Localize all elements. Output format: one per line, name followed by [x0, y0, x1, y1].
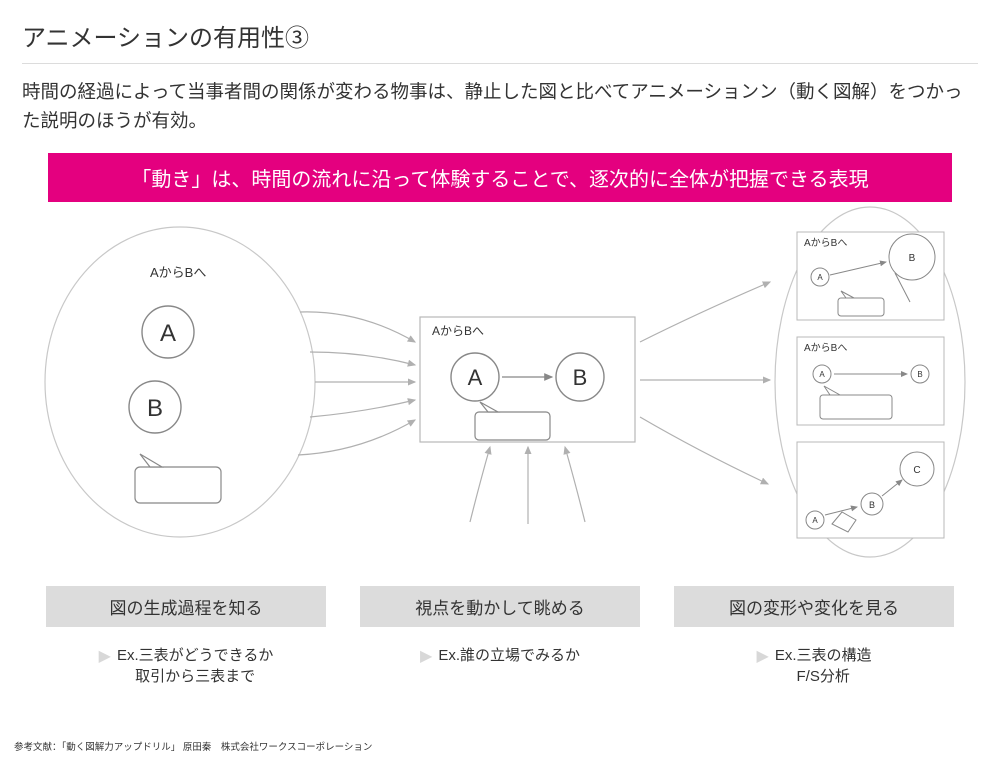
svg-text:B: B	[147, 395, 163, 422]
arrow-icon: ▶	[420, 646, 432, 668]
diagram-area: AからBへ A B AからBへ A B AからBへ A B	[0, 202, 1000, 582]
svg-text:C: C	[913, 465, 920, 476]
column-2: 視点を動かして眺める ▶ Ex.誰の立場でみるか	[360, 586, 640, 687]
column-3-example: ▶ Ex.三表の構造F/S分析	[674, 645, 954, 687]
highlight-banner: 「動き」は、時間の流れに沿って体験することで、逐次的に全体が把握できる表現	[48, 153, 952, 202]
arrow-icon: ▶	[99, 646, 111, 668]
column-2-example: ▶ Ex.誰の立場でみるか	[360, 645, 640, 668]
reference-note: 参考文献：「動く図解力アップドリル」 原田秦 株式会社ワークスコーポレーション	[14, 739, 372, 753]
svg-text:A: A	[160, 320, 176, 347]
svg-text:A: A	[817, 273, 823, 282]
svg-text:B: B	[909, 253, 916, 264]
page-title: アニメーションの有用性③	[0, 0, 1000, 63]
thumb-3: A B C	[797, 442, 944, 538]
column-3: 図の変形や変化を見る ▶ Ex.三表の構造F/S分析	[674, 586, 954, 687]
svg-text:B: B	[573, 365, 588, 390]
thumb-2: AからBへ A B	[797, 337, 944, 425]
column-1-label: 図の生成過程を知る	[46, 586, 326, 627]
svg-text:A: A	[812, 516, 818, 525]
label-columns: 図の生成過程を知る ▶ Ex.三表がどうできるか取引から三表まで 視点を動かして…	[0, 586, 1000, 687]
column-3-label: 図の変形や変化を見る	[674, 586, 954, 627]
svg-text:A: A	[819, 370, 825, 379]
column-1-example: ▶ Ex.三表がどうできるか取引から三表まで	[46, 645, 326, 687]
divider	[22, 63, 978, 64]
left-ellipse-title: AからBへ	[150, 265, 206, 280]
arrow-icon: ▶	[757, 646, 769, 668]
svg-text:A: A	[468, 365, 483, 390]
svg-text:AからBへ: AからBへ	[804, 342, 847, 354]
column-2-label: 視点を動かして眺める	[360, 586, 640, 627]
thumb-1: AからBへ A B	[797, 232, 944, 320]
svg-text:AからBへ: AからBへ	[804, 237, 847, 249]
svg-text:AからBへ: AからBへ	[432, 324, 484, 338]
column-1: 図の生成過程を知る ▶ Ex.三表がどうできるか取引から三表まで	[46, 586, 326, 687]
page-subtitle: 時間の経過によって当事者間の関係が変わる物事は、静止した図と比べてアニメーション…	[0, 78, 1000, 153]
svg-text:B: B	[869, 500, 875, 510]
svg-text:B: B	[917, 370, 922, 379]
